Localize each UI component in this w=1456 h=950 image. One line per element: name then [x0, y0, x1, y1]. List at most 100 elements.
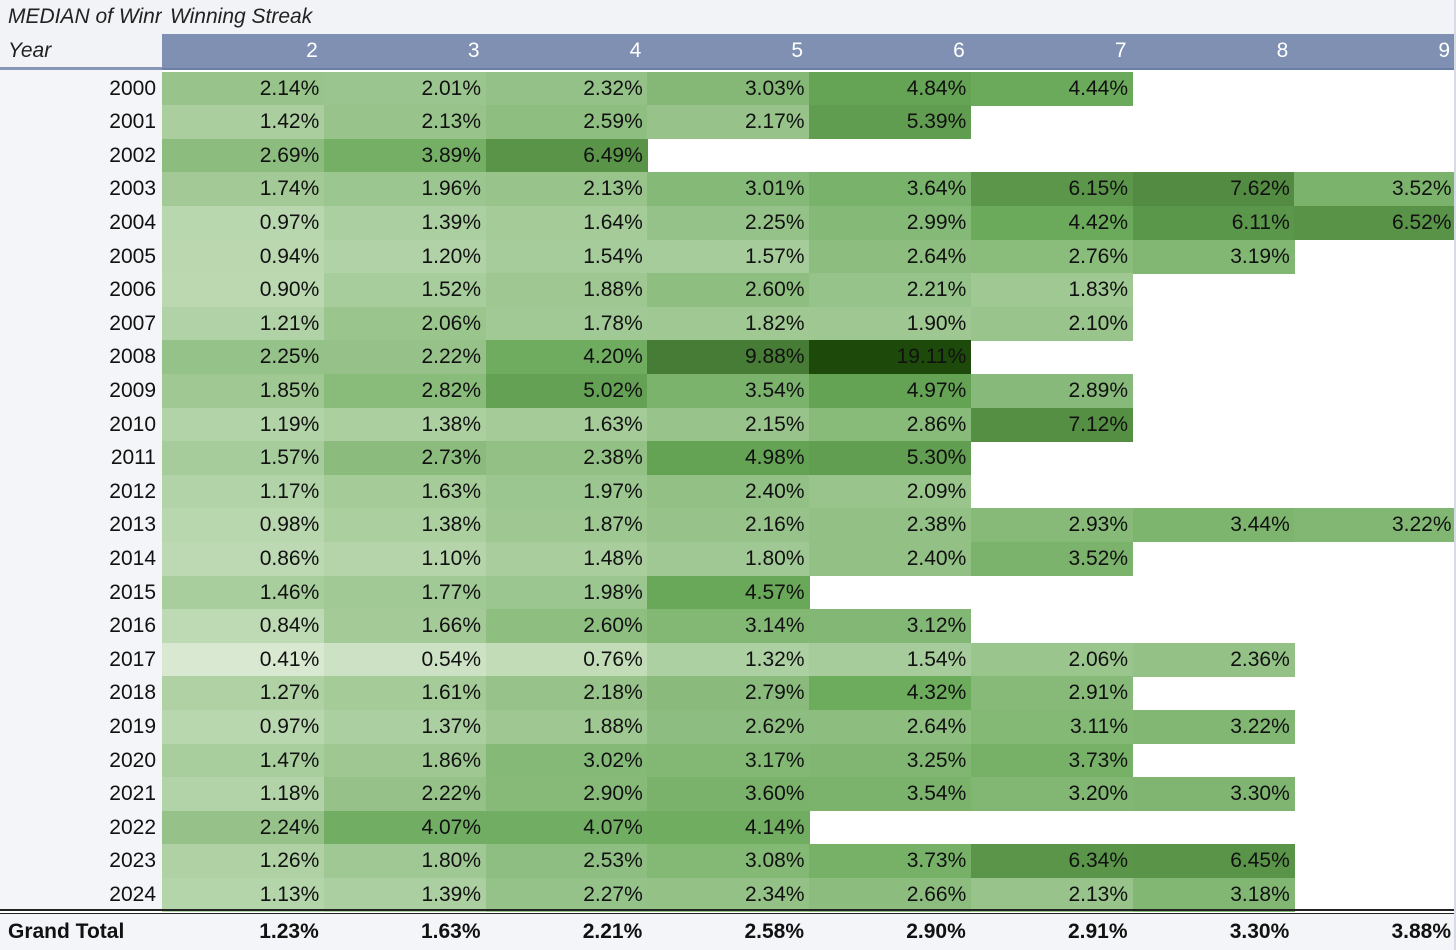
table-cell[interactable]: 6.15%: [970, 172, 1133, 207]
row-year-label[interactable]: 2018: [109, 681, 156, 705]
table-cell[interactable]: 0.98%: [162, 508, 325, 543]
column-header[interactable]: 3: [467, 39, 480, 62]
table-cell[interactable]: 3.60%: [647, 777, 810, 812]
table-cell[interactable]: 1.63%: [485, 407, 648, 442]
table-cell[interactable]: 4.84%: [809, 71, 972, 106]
row-year-label[interactable]: 2006: [109, 278, 156, 302]
table-cell[interactable]: 3.25%: [809, 743, 972, 778]
table-cell[interactable]: 2.60%: [485, 609, 648, 644]
table-cell[interactable]: 6.34%: [970, 844, 1133, 879]
table-cell[interactable]: 1.64%: [485, 205, 648, 240]
table-cell[interactable]: 2.22%: [323, 340, 486, 375]
grand-total-cell[interactable]: 2.90%: [906, 920, 966, 943]
grand-total-cell[interactable]: 2.58%: [744, 920, 804, 943]
table-cell[interactable]: 2.64%: [809, 709, 972, 744]
table-cell[interactable]: 1.54%: [485, 239, 648, 274]
row-year-label[interactable]: 2002: [109, 143, 156, 167]
table-cell[interactable]: 1.96%: [323, 172, 486, 207]
table-cell[interactable]: 6.45%: [1132, 844, 1295, 879]
table-cell[interactable]: 1.46%: [162, 575, 325, 610]
table-cell[interactable]: 1.66%: [323, 609, 486, 644]
table-cell[interactable]: 2.38%: [809, 508, 972, 543]
row-year-label[interactable]: 2015: [109, 580, 156, 604]
table-cell[interactable]: 0.86%: [162, 541, 325, 576]
table-cell[interactable]: 5.39%: [809, 105, 972, 140]
table-cell[interactable]: 1.87%: [485, 508, 648, 543]
row-year-label[interactable]: 2017: [109, 647, 156, 671]
values-field-label[interactable]: MEDIAN of Winr: [8, 5, 162, 28]
table-cell[interactable]: 1.83%: [970, 273, 1133, 308]
table-cell[interactable]: 2.25%: [162, 340, 325, 375]
grand-total-cell[interactable]: 3.30%: [1229, 920, 1290, 943]
table-cell[interactable]: 2.99%: [809, 205, 972, 240]
grand-total-cell[interactable]: 1.23%: [259, 920, 319, 943]
row-year-label[interactable]: 2023: [109, 849, 156, 873]
table-cell[interactable]: 0.76%: [485, 642, 648, 677]
table-cell[interactable]: 2.59%: [485, 105, 648, 140]
grand-total-cell[interactable]: 3.88%: [1391, 920, 1451, 943]
table-cell[interactable]: 2.10%: [970, 306, 1133, 341]
table-cell[interactable]: 3.02%: [485, 743, 648, 778]
table-cell[interactable]: 3.52%: [1294, 172, 1456, 207]
table-cell[interactable]: 3.89%: [323, 138, 486, 173]
table-cell[interactable]: 1.20%: [323, 239, 486, 274]
table-cell[interactable]: 2.13%: [970, 877, 1133, 912]
table-cell[interactable]: 1.80%: [647, 541, 810, 576]
table-cell[interactable]: 3.73%: [809, 844, 972, 879]
table-cell[interactable]: 0.94%: [162, 239, 325, 274]
table-cell[interactable]: 1.48%: [485, 541, 648, 576]
row-year-label[interactable]: 2009: [109, 378, 156, 402]
table-cell[interactable]: 1.54%: [809, 642, 972, 677]
table-cell[interactable]: 2.06%: [323, 306, 486, 341]
table-cell[interactable]: 2.25%: [647, 205, 810, 240]
table-cell[interactable]: 6.52%: [1294, 205, 1456, 240]
table-cell[interactable]: 2.13%: [485, 172, 648, 207]
table-cell[interactable]: 2.17%: [647, 105, 810, 140]
row-year-label[interactable]: 2013: [109, 513, 156, 537]
row-year-label[interactable]: 2022: [109, 815, 156, 839]
table-cell[interactable]: 2.21%: [809, 273, 972, 308]
row-year-label[interactable]: 2020: [109, 748, 156, 772]
row-year-label[interactable]: 2011: [110, 446, 156, 470]
column-field-label[interactable]: Winning Streak: [170, 5, 313, 28]
table-cell[interactable]: 3.22%: [1294, 508, 1456, 543]
table-cell[interactable]: 4.20%: [485, 340, 648, 375]
table-cell[interactable]: 1.52%: [323, 273, 486, 308]
table-cell[interactable]: 1.27%: [162, 676, 325, 711]
row-year-label[interactable]: 2005: [109, 244, 156, 268]
table-cell[interactable]: 2.18%: [485, 676, 648, 711]
table-cell[interactable]: 1.32%: [647, 642, 810, 677]
table-cell[interactable]: 2.06%: [970, 642, 1133, 677]
table-cell[interactable]: 3.64%: [809, 172, 972, 207]
table-cell[interactable]: 1.57%: [162, 441, 325, 476]
table-cell[interactable]: 1.86%: [323, 743, 486, 778]
table-cell[interactable]: 1.18%: [162, 777, 325, 812]
table-cell[interactable]: 1.98%: [485, 575, 648, 610]
table-cell[interactable]: 1.57%: [647, 239, 810, 274]
column-header[interactable]: 4: [629, 39, 642, 62]
table-cell[interactable]: 1.39%: [323, 205, 486, 240]
row-year-label[interactable]: 2014: [109, 546, 156, 570]
table-cell[interactable]: 2.64%: [809, 239, 972, 274]
table-cell[interactable]: 3.73%: [970, 743, 1133, 778]
table-cell[interactable]: 0.90%: [162, 273, 325, 308]
table-cell[interactable]: 2.79%: [647, 676, 810, 711]
table-cell[interactable]: 1.38%: [323, 407, 486, 442]
table-cell[interactable]: 1.39%: [323, 877, 486, 912]
row-year-label[interactable]: 2021: [109, 782, 156, 806]
table-cell[interactable]: 2.09%: [809, 474, 972, 509]
table-cell[interactable]: 2.34%: [647, 877, 810, 912]
table-cell[interactable]: 1.19%: [162, 407, 325, 442]
table-cell[interactable]: 1.37%: [323, 709, 486, 744]
table-cell[interactable]: 2.36%: [1132, 642, 1295, 677]
table-cell[interactable]: 1.74%: [162, 172, 325, 207]
table-cell[interactable]: 1.78%: [485, 306, 648, 341]
table-cell[interactable]: 2.14%: [162, 71, 325, 106]
table-cell[interactable]: 2.40%: [647, 474, 810, 509]
table-cell[interactable]: 3.52%: [970, 541, 1133, 576]
table-cell[interactable]: 4.97%: [809, 373, 972, 408]
table-cell[interactable]: 3.30%: [1132, 777, 1295, 812]
table-cell[interactable]: 1.26%: [162, 844, 325, 879]
table-cell[interactable]: 2.40%: [809, 541, 972, 576]
table-cell[interactable]: 3.11%: [970, 709, 1133, 744]
